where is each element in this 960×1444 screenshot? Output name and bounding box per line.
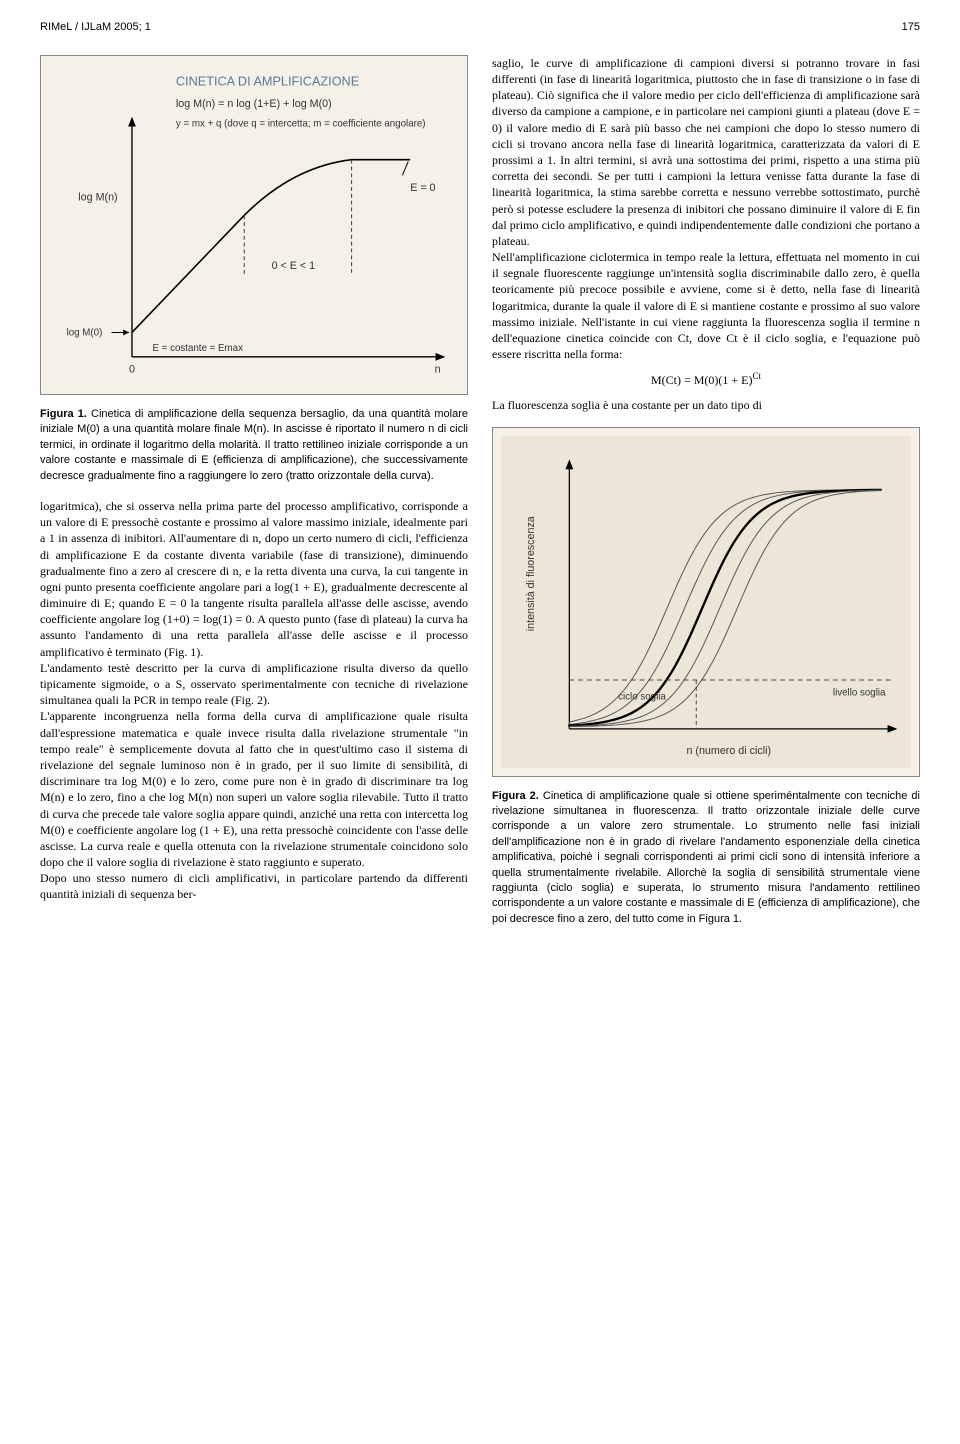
figure-1-chart: CINETICA DI AMPLIFICAZIONE log M(n) = n … bbox=[49, 64, 459, 386]
page-number: 175 bbox=[902, 20, 920, 35]
svg-text:log M(0): log M(0) bbox=[67, 327, 103, 338]
right-p1: saglio, le curve di amplificazione di ca… bbox=[492, 55, 920, 249]
svg-text:CINETICA DI AMPLIFICAZIONE: CINETICA DI AMPLIFICAZIONE bbox=[176, 74, 359, 88]
figure-2-caption-text: Cinetica di amplificazione quale si otti… bbox=[492, 790, 920, 925]
left-body-text: logaritmica), che si osserva nella prima… bbox=[40, 498, 468, 903]
figure-1-label: Figura 1. bbox=[40, 408, 87, 420]
svg-text:y = mx + q (dove q = intercett: y = mx + q (dove q = intercetta; m = coe… bbox=[176, 118, 426, 129]
equation-mct: M(Ct) = M(0)(1 + E)Ct bbox=[492, 370, 920, 388]
right-p2: Nell'amplificazione ciclotermica in temp… bbox=[492, 249, 920, 362]
svg-text:log M(n): log M(n) bbox=[78, 192, 117, 204]
left-p2: L'andamento testè descritto per la curva… bbox=[40, 660, 468, 709]
svg-text:0: 0 bbox=[129, 363, 135, 375]
svg-text:E = costante = Emax: E = costante = Emax bbox=[152, 343, 243, 354]
svg-text:n (numero di cicli): n (numero di cicli) bbox=[686, 745, 771, 757]
page-header: RIMeL / IJLaM 2005; 1 175 bbox=[40, 20, 920, 35]
two-column-layout: CINETICA DI AMPLIFICAZIONE log M(n) = n … bbox=[40, 55, 920, 941]
left-p4: Dopo uno stesso numero di cicli amplific… bbox=[40, 870, 468, 902]
left-p1: logaritmica), che si osserva nella prima… bbox=[40, 498, 468, 660]
svg-text:intensità di fluorescenza: intensità di fluorescenza bbox=[525, 516, 537, 631]
journal-ref: RIMeL / IJLaM 2005; 1 bbox=[40, 20, 151, 35]
svg-text:livello soglia: livello soglia bbox=[833, 687, 886, 698]
figure-1-caption: Figura 1. Cinetica di amplificazione del… bbox=[40, 407, 468, 484]
svg-text:n: n bbox=[435, 363, 441, 375]
figure-1: CINETICA DI AMPLIFICAZIONE log M(n) = n … bbox=[40, 55, 468, 395]
right-column: saglio, le curve di amplificazione di ca… bbox=[492, 55, 920, 941]
left-column: CINETICA DI AMPLIFICAZIONE log M(n) = n … bbox=[40, 55, 468, 941]
figure-2-chart: intensità di fluorescenza n (numero di c… bbox=[501, 436, 911, 768]
svg-text:log M(n) = n log (1+E) + log M: log M(n) = n log (1+E) + log M(0) bbox=[176, 98, 332, 110]
svg-text:E = 0: E = 0 bbox=[410, 182, 435, 194]
figure-2-label: Figura 2. bbox=[492, 790, 539, 802]
svg-text:ciclo soglia: ciclo soglia bbox=[618, 691, 666, 702]
left-p3: L'apparente incongruenza nella forma del… bbox=[40, 708, 468, 870]
svg-text:0 < E < 1: 0 < E < 1 bbox=[272, 260, 316, 272]
figure-1-caption-text: Cinetica di amplificazione della sequenz… bbox=[40, 408, 468, 482]
right-body-text: saglio, le curve di amplificazione di ca… bbox=[492, 55, 920, 413]
figure-2-caption: Figura 2. Cinetica di amplificazione qua… bbox=[492, 789, 920, 928]
right-p3: La fluorescenza soglia è una costante pe… bbox=[492, 397, 920, 413]
figure-2: intensità di fluorescenza n (numero di c… bbox=[492, 427, 920, 777]
